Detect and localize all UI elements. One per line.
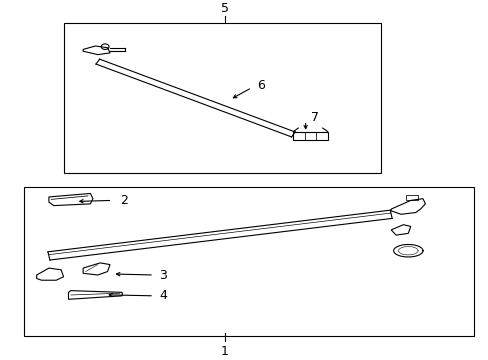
Text: 1: 1 xyxy=(221,346,228,359)
Text: 6: 6 xyxy=(256,80,264,93)
Text: 5: 5 xyxy=(221,2,228,15)
Text: 2: 2 xyxy=(120,194,127,207)
Text: 4: 4 xyxy=(159,289,166,302)
Text: 3: 3 xyxy=(159,269,166,282)
Text: 7: 7 xyxy=(310,111,318,123)
